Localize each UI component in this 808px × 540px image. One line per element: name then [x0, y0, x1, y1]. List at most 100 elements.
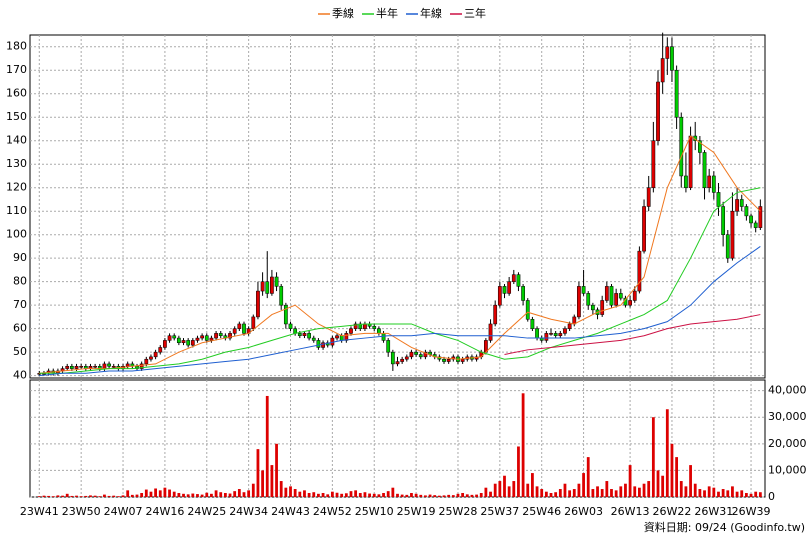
x-tick-label: 24W25	[187, 505, 226, 518]
volume-bar	[191, 493, 195, 497]
volume-bar	[461, 493, 465, 497]
volume-bar	[158, 490, 162, 497]
volume-bar	[70, 495, 74, 497]
x-tick-label: 24W07	[104, 505, 143, 518]
candle-body	[702, 152, 707, 188]
volume-bar	[196, 494, 199, 497]
volume-bar	[689, 465, 692, 497]
candle-body	[670, 46, 674, 71]
volume-bar	[182, 493, 185, 497]
candle-body	[321, 342, 325, 348]
candle-body	[111, 366, 116, 368]
volume-bar	[140, 493, 144, 497]
candle-body	[423, 351, 428, 358]
candle-body	[79, 366, 84, 368]
volume-bar	[75, 495, 78, 497]
volume-bar	[419, 494, 423, 497]
candle-body	[339, 335, 344, 341]
candle-body	[730, 210, 735, 259]
volume-bar	[749, 493, 753, 497]
candle-body	[488, 323, 493, 341]
candle-body	[242, 323, 246, 334]
volume-bar	[163, 487, 167, 497]
volume-bar	[37, 496, 41, 497]
candle-body	[721, 206, 726, 235]
volume-bar	[168, 489, 171, 497]
volume-bar	[321, 493, 325, 497]
volume-bar	[442, 495, 446, 497]
volume-bar	[149, 491, 153, 497]
y-tick-label: 110	[6, 204, 27, 217]
candle-body	[65, 366, 70, 369]
candle-body	[144, 358, 149, 365]
volume-bar	[614, 490, 618, 497]
volume-bar	[428, 494, 432, 497]
volume-bar	[507, 486, 511, 497]
candle-body	[153, 351, 158, 358]
volume-bar	[744, 493, 748, 497]
candle-body	[214, 333, 218, 339]
x-tick-label: 26W22	[653, 505, 692, 518]
volume-bar	[126, 490, 130, 497]
volume-bar	[656, 470, 660, 497]
volume-bar	[684, 486, 688, 497]
candle-body	[395, 361, 400, 365]
x-tick-label: 26W13	[611, 505, 650, 518]
volume-bar	[223, 493, 227, 497]
volume-bar	[512, 481, 516, 497]
candle-body	[409, 351, 414, 358]
candle-body	[93, 366, 98, 368]
candle-body	[139, 363, 144, 369]
volume-bar	[679, 481, 683, 497]
volume-bar	[726, 490, 730, 497]
volume-bar	[498, 481, 502, 497]
candle-body	[353, 323, 358, 329]
candle-body	[418, 354, 423, 358]
footer: 資料日期: 09/24 (Goodinfo.tw)	[644, 520, 805, 534]
candle-body	[386, 340, 391, 353]
candle-body	[591, 304, 595, 311]
volume-bar	[628, 465, 632, 497]
volume-bar	[479, 493, 483, 497]
volume-bar	[619, 486, 623, 497]
volume-bar	[349, 491, 353, 497]
volume-bar	[103, 494, 106, 497]
volume-bar	[624, 483, 627, 497]
volume-bar	[340, 493, 344, 497]
candle-body	[646, 187, 651, 207]
candle-body	[288, 323, 293, 329]
candle-body	[497, 286, 502, 306]
candle-body	[302, 333, 307, 336]
volume-bar	[84, 495, 88, 497]
candle-body	[656, 81, 660, 141]
volume-bar	[89, 495, 92, 497]
volume-bar	[228, 493, 232, 497]
volume-bar	[93, 495, 97, 497]
candle-body	[637, 250, 642, 292]
candle-body	[558, 333, 563, 336]
candle-body	[586, 293, 591, 306]
candle-body	[642, 206, 646, 252]
volume-bar	[670, 443, 674, 497]
volume-bar	[270, 465, 274, 497]
candle-body	[274, 276, 279, 287]
legend-label: 年線	[420, 6, 442, 20]
candle-body	[270, 276, 274, 294]
candle-body	[460, 358, 465, 362]
volume-bar	[396, 493, 399, 497]
volume-bar	[51, 496, 55, 497]
candle-body	[297, 333, 302, 336]
volume-bar	[177, 493, 181, 497]
volume-bar	[298, 491, 302, 497]
candle-body	[74, 366, 79, 369]
candle-body	[400, 358, 405, 362]
candle-body	[442, 358, 446, 362]
volume-bar	[312, 492, 316, 497]
volume-bar	[303, 490, 306, 497]
candle-body	[260, 281, 265, 292]
y-tick-label: 160	[6, 87, 27, 100]
volume-bar	[600, 489, 604, 497]
volume-bar	[470, 494, 474, 497]
candle-body	[279, 286, 284, 306]
volume-bar	[130, 494, 134, 497]
